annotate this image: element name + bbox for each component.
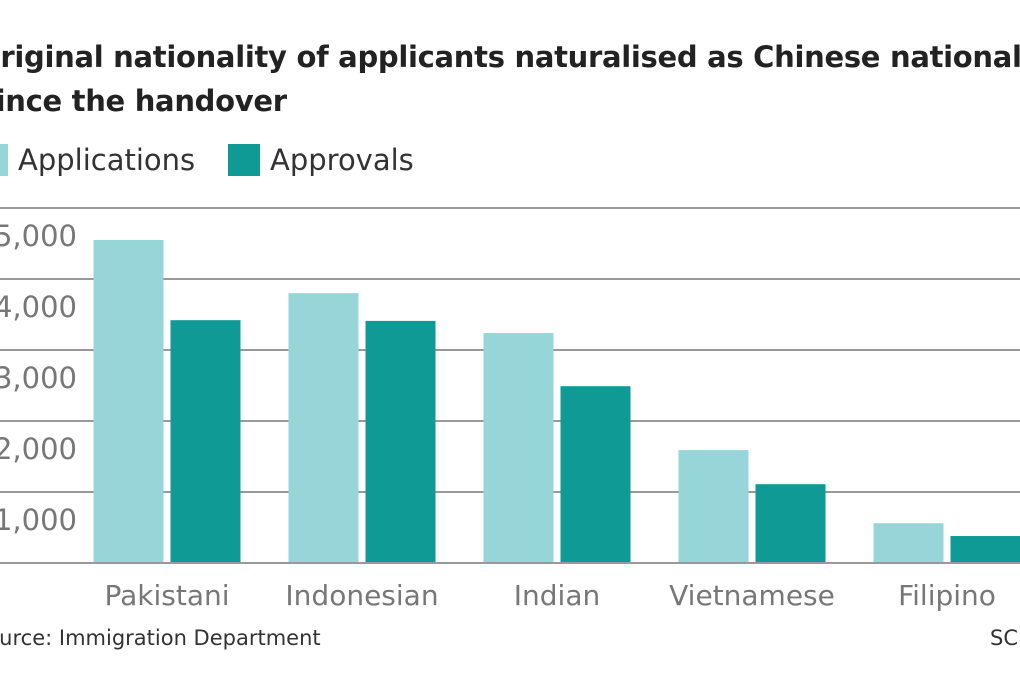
- legend-swatch-applications: [0, 144, 8, 176]
- legend-label-approvals: Approvals: [270, 143, 414, 177]
- bar-approvals-indian: [560, 386, 631, 563]
- y-tick-label: 2,000: [0, 432, 77, 466]
- bar-applications-indonesian: [288, 293, 359, 563]
- x-tick-label: Filipino: [898, 579, 996, 612]
- bar-approvals-filipino: [950, 536, 1020, 563]
- legend-approvals: Approvals: [228, 143, 414, 177]
- bar-applications-filipino: [873, 523, 944, 563]
- x-tick-label: Indonesian: [285, 579, 438, 612]
- legend-applications: Applications: [0, 143, 195, 177]
- y-tick-label: 4,000: [0, 290, 77, 324]
- source-note: Source: Immigration Department: [0, 626, 321, 650]
- chart-title-line-1: Original nationality of applicants natur…: [0, 40, 1020, 74]
- legend-swatch-approvals: [228, 144, 260, 176]
- y-tick-label: 3,000: [0, 361, 77, 395]
- bar-applications-pakistani: [93, 239, 164, 563]
- credit: SCMP: [990, 626, 1020, 650]
- legend-label-applications: Applications: [18, 143, 196, 177]
- chart-title-line-2: Since the handover: [0, 84, 287, 118]
- y-tick-label: 5,000: [0, 219, 77, 253]
- x-tick-label: Pakistani: [104, 579, 229, 612]
- bar-approvals-pakistani: [170, 320, 241, 563]
- bar-applications-vietnamese: [678, 450, 749, 563]
- bar-applications-indian: [483, 332, 554, 563]
- y-tick-label: 1,000: [0, 503, 77, 537]
- bar-approvals-indonesian: [365, 320, 436, 563]
- x-tick-label: Indian: [514, 579, 600, 612]
- bar-approvals-vietnamese: [755, 484, 826, 563]
- x-tick-label: Vietnamese: [669, 579, 835, 612]
